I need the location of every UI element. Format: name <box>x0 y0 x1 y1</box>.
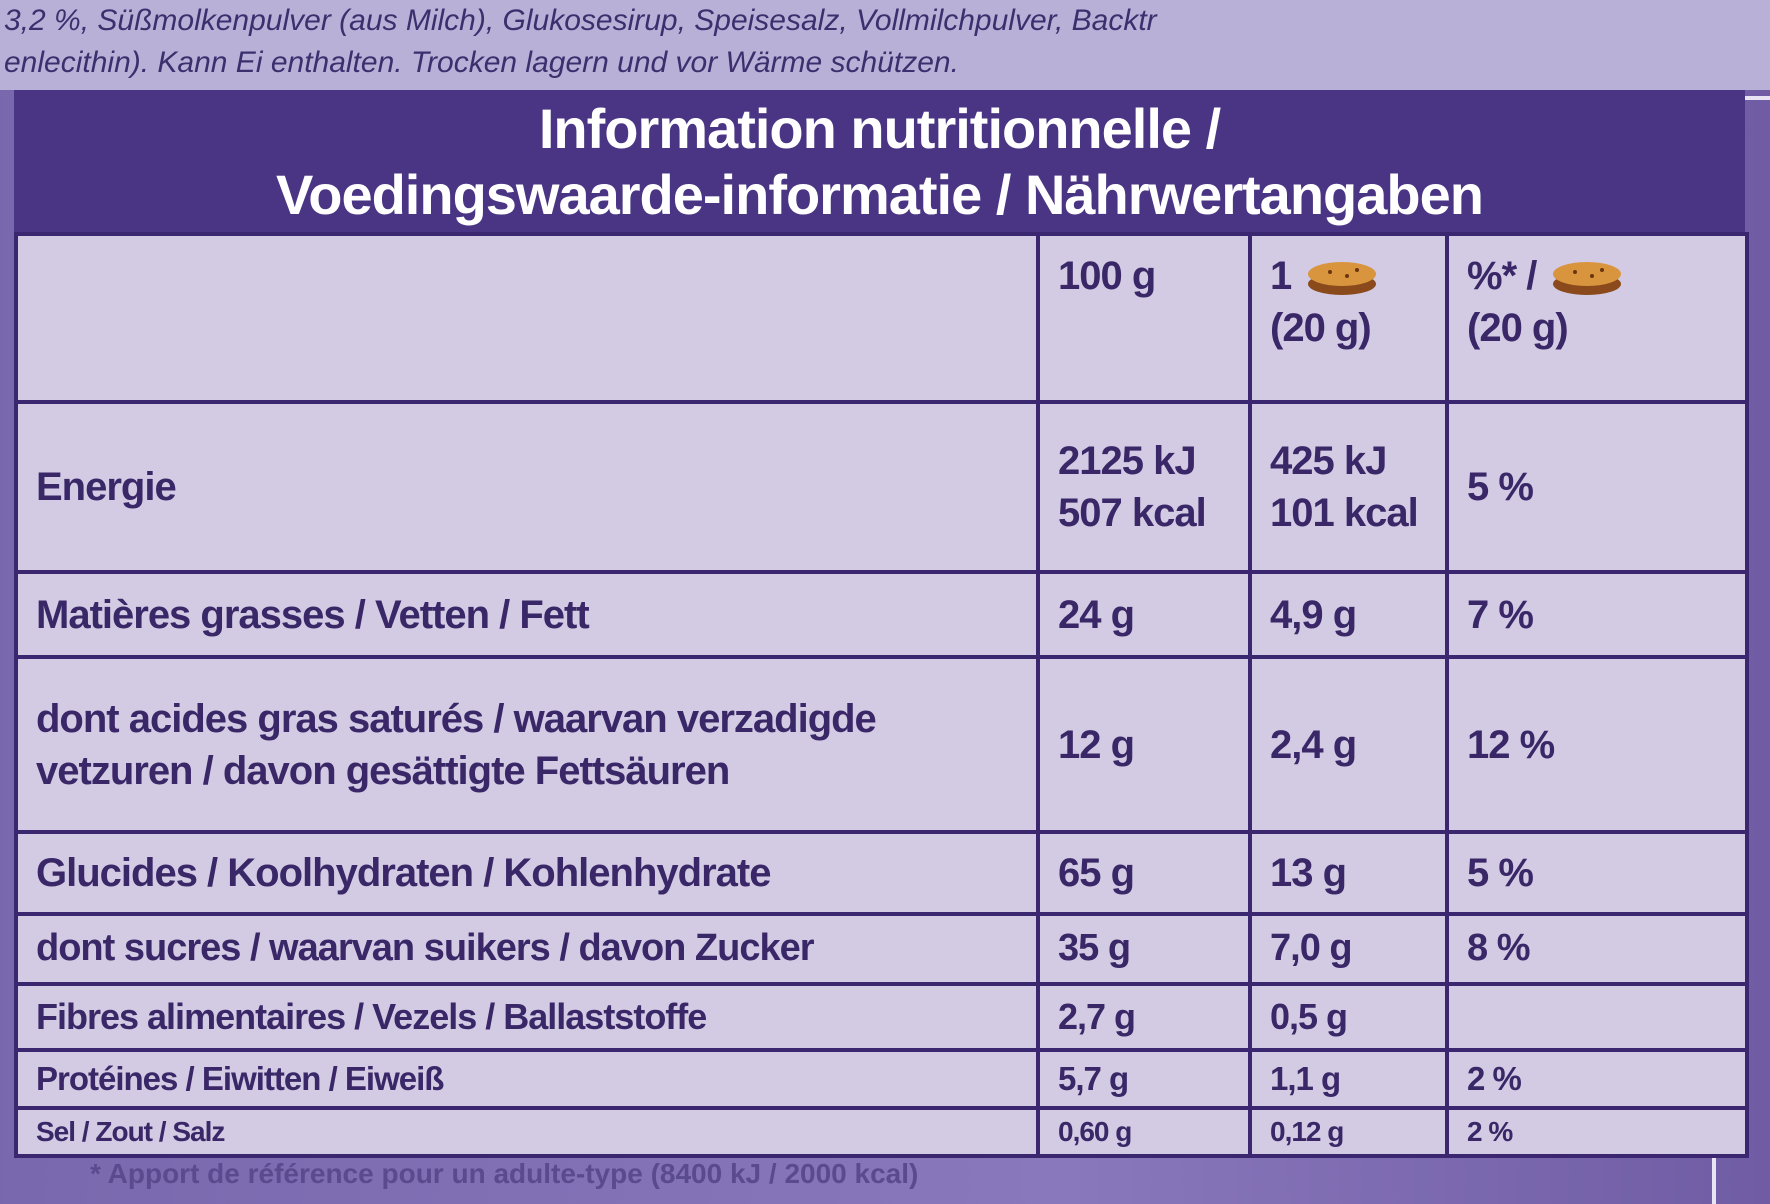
cell-line: %* / <box>1467 254 1537 298</box>
cell-text: 2 % <box>1467 1116 1513 1147</box>
nutrient-value: 24 g <box>1036 570 1252 659</box>
nutrient-value: 2125 kJ 507 kcal <box>1036 400 1252 574</box>
cell-text: 7,0 g <box>1270 927 1353 970</box>
nutrient-row: Fibres alimentaires / Vezels / Ballastst… <box>14 982 1749 1052</box>
nutrient-value: 5,7 g <box>1036 1048 1252 1110</box>
cell-text: 8 % <box>1467 927 1530 970</box>
cell-text: dont sucres / waarvan suikers / davon Zu… <box>36 927 815 970</box>
cell-line: 2125 kJ <box>1058 439 1197 483</box>
nutrient-row: Protéines / Eiwitten / Eiweiß 5,7 g 1,1 g 2… <box>14 1048 1749 1110</box>
cell-text: Glucides / Koolhydraten / Kohlenhydrate <box>36 851 771 895</box>
cell-text: Sel / Zout / Salz <box>36 1116 225 1147</box>
ingredients-line: enlecithin). Kann Ei enthalten. Trocken … <box>4 46 959 79</box>
cell-text: 35 g <box>1058 927 1131 970</box>
nutrient-value: 425 kJ 101 kcal <box>1248 400 1449 574</box>
nutrient-value: 65 g <box>1036 830 1252 916</box>
cell-line: (20 g) <box>1467 306 1569 350</box>
nutrient-value: 35 g <box>1036 912 1252 986</box>
cell-text: 2,7 g <box>1058 995 1136 1037</box>
cell-text: 7 % <box>1467 592 1534 637</box>
cell-text: 0,60 g <box>1058 1116 1132 1147</box>
cell-text: 65 g <box>1058 851 1135 895</box>
cell-text: 0,12 g <box>1270 1116 1344 1147</box>
nutrient-value: 12 % <box>1445 655 1749 834</box>
nutrient-row: Matières grasses / Vetten / Fett 24 g 4,9 … <box>14 570 1749 659</box>
nutrient-value: 13 g <box>1248 830 1449 916</box>
cell-text: 24 g <box>1058 592 1135 637</box>
title: Information nutritionnelle / Voedingswaa… <box>14 90 1745 232</box>
nutrient-value: 0,5 g <box>1248 982 1449 1052</box>
nutrient-value <box>1445 982 1749 1052</box>
cell-text: 2,4 g <box>1270 722 1357 767</box>
cell-text: 5 % <box>1467 851 1534 895</box>
nutrient-value: 4,9 g <box>1248 570 1449 659</box>
nutrient-label: Fibres alimentaires / Vezels / Ballastst… <box>14 982 1040 1052</box>
cell-text: 0,5 g <box>1270 995 1348 1037</box>
nutrient-value: 5 % <box>1445 400 1749 574</box>
cell-line: vetzuren / davon gesättigte Fettsäuren <box>36 748 730 793</box>
nutrient-value: 7 % <box>1445 570 1749 659</box>
cell-text: 1,1 g <box>1270 1059 1341 1097</box>
nutrient-row: Glucides / Koolhydraten / Kohlenhydrate 6… <box>14 830 1749 916</box>
nutrient-row: Energie 2125 kJ 507 kcal 425 kJ 101 kcal 5 % <box>14 400 1749 574</box>
cell-text: Energie <box>36 465 177 509</box>
cookie-icon <box>1308 262 1377 296</box>
cell-text: 12 % <box>1467 722 1555 767</box>
cell-line: 507 kcal <box>1058 491 1207 535</box>
nutrient-label: dont acides gras saturés / waarvan verza… <box>14 655 1040 834</box>
cell-line: 1 <box>1270 254 1292 298</box>
header-cell <box>14 232 1040 404</box>
cell-line: (20 g) <box>1270 306 1372 350</box>
cell-text: 100 g <box>1058 254 1156 298</box>
nutrition-table: 100 g 1 (20 g) %* / (20 g) Energie 2125 kJ 507 … <box>14 232 1749 1159</box>
header-cell: 100 g <box>1036 232 1252 404</box>
nutrient-label: dont sucres / waarvan suikers / davon Zu… <box>14 912 1040 986</box>
nutrient-row: dont sucres / waarvan suikers / davon Zu… <box>14 912 1749 986</box>
nutrient-label: Sel / Zout / Salz <box>14 1105 1040 1159</box>
header-cell: 1 (20 g) <box>1248 232 1449 404</box>
cell-line: dont acides gras saturés / waarvan verza… <box>36 696 877 741</box>
cell-text: Protéines / Eiwitten / Eiweiß <box>36 1059 444 1097</box>
cell-text: 2 % <box>1467 1059 1522 1097</box>
nutrient-value: 5 % <box>1445 830 1749 916</box>
nutrient-value: 1,1 g <box>1248 1048 1449 1110</box>
nutrient-value: 8 % <box>1445 912 1749 986</box>
cell-text: Matières grasses / Vetten / Fett <box>36 592 590 637</box>
nutrient-label: Glucides / Koolhydraten / Kohlenhydrate <box>14 830 1040 916</box>
cell-text: 12 g <box>1058 722 1135 767</box>
nutrient-value: 2 % <box>1445 1048 1749 1110</box>
cell-line: 425 kJ <box>1270 439 1387 483</box>
title-line: Information nutritionnelle / <box>538 97 1221 160</box>
cell-text: 4,9 g <box>1270 592 1357 637</box>
cookie-icon <box>1553 262 1622 296</box>
nutrient-value: 2 % <box>1445 1105 1749 1159</box>
nutrient-label: Protéines / Eiwitten / Eiweiß <box>14 1048 1040 1110</box>
nutrient-row: dont acides gras saturés / waarvan verza… <box>14 655 1749 834</box>
header-cell: %* / (20 g) <box>1445 232 1749 404</box>
cell-text: 5 % <box>1467 465 1534 509</box>
cell-text: 5,7 g <box>1058 1059 1129 1097</box>
nutrient-value: 0,60 g <box>1036 1105 1252 1159</box>
nutrient-value: 12 g <box>1036 655 1252 834</box>
ingredients: 3,2 %, Süßmolkenpulver (aus Milch), Gluk… <box>0 0 1770 90</box>
nutrient-label: Matières grasses / Vetten / Fett <box>14 570 1040 659</box>
nutrient-value: 0,12 g <box>1248 1105 1449 1159</box>
nutrient-row: Sel / Zout / Salz 0,60 g 0,12 g 2 % <box>14 1105 1749 1159</box>
nutrient-value: 7,0 g <box>1248 912 1449 986</box>
nutrient-value: 2,7 g <box>1036 982 1252 1052</box>
cell-line: 101 kcal <box>1270 491 1419 535</box>
cell-text: 13 g <box>1270 851 1347 895</box>
header-row: 100 g 1 (20 g) %* / (20 g) <box>14 232 1749 404</box>
title-line: Voedingswaarde-informatie / Nährwertanga… <box>276 163 1484 226</box>
cell-text: Fibres alimentaires / Vezels / Ballastst… <box>36 995 707 1037</box>
nutrient-label: Energie <box>14 400 1040 574</box>
footnote: * Apport de référence pour un adulte-typ… <box>90 1158 919 1189</box>
nutrient-value: 2,4 g <box>1248 655 1449 834</box>
ingredients-line: 3,2 %, Süßmolkenpulver (aus Milch), Gluk… <box>4 4 1157 37</box>
